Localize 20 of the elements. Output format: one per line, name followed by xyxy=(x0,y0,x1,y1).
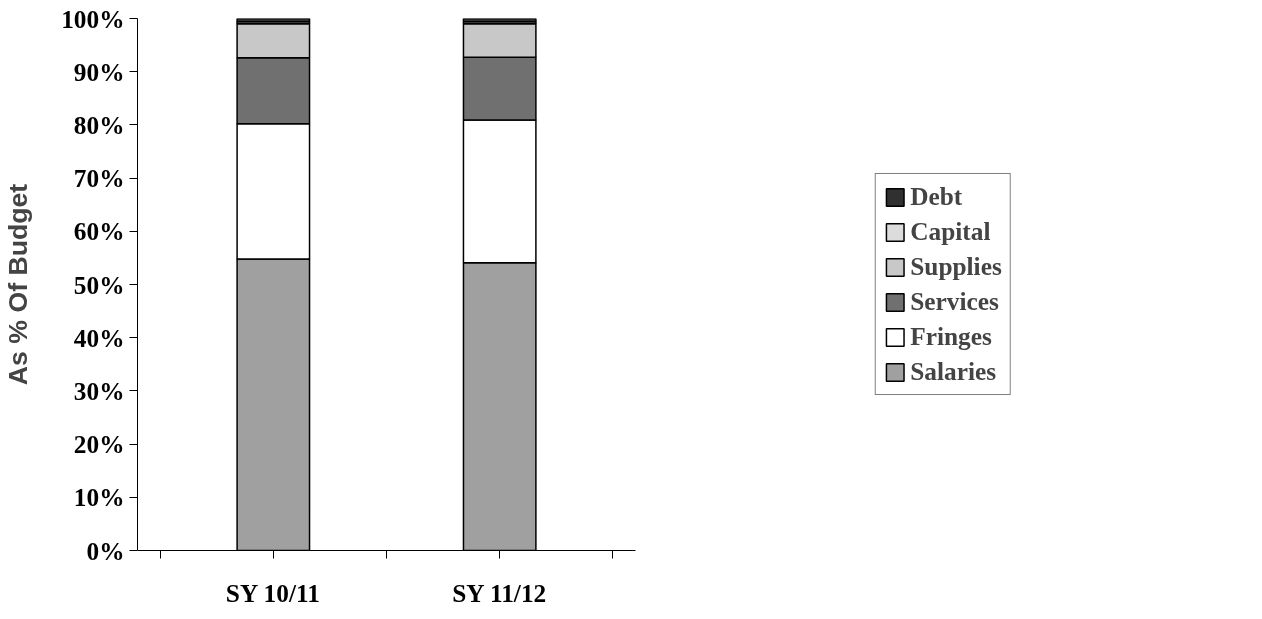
y-tick-label: 20% xyxy=(73,430,125,459)
x-tick-label: SY 10/11 xyxy=(225,578,320,607)
legend-label: Services xyxy=(910,287,999,316)
legend-label: Supplies xyxy=(910,252,1002,281)
y-tick-label: 80% xyxy=(73,110,125,139)
y-tick-label: 40% xyxy=(73,323,125,352)
x-tick-label: SY 11/12 xyxy=(452,578,547,607)
legend-label: Fringes xyxy=(910,322,992,351)
y-tick-label: 90% xyxy=(73,57,125,86)
legend-label: Capital xyxy=(910,217,991,246)
y-tick-label: 10% xyxy=(73,483,125,512)
legend-label: Debt xyxy=(910,182,963,211)
y-tick-label: 70% xyxy=(73,164,125,193)
y-tick-label: 0% xyxy=(86,536,125,565)
y-axis-title: As % Of Budget xyxy=(3,183,34,386)
y-tick-label: 50% xyxy=(73,270,125,299)
y-tick-label: 60% xyxy=(73,217,125,246)
y-tick-label: 100% xyxy=(61,4,125,33)
legend-label: Salaries xyxy=(910,357,997,386)
y-tick-label: 30% xyxy=(73,376,125,405)
